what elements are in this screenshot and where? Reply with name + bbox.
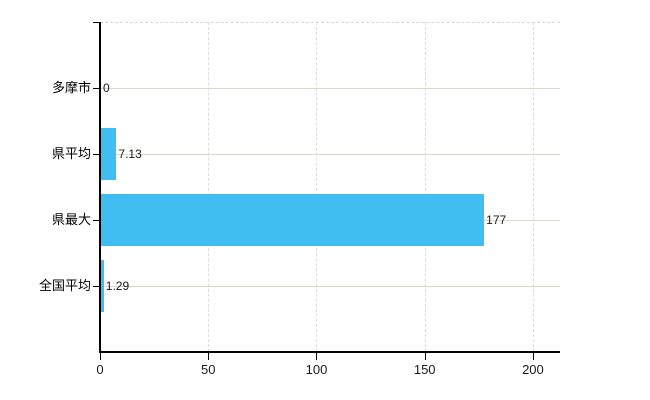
x-axis-tick xyxy=(532,353,534,360)
bar-value-label: 0 xyxy=(103,81,110,95)
y-axis-line xyxy=(99,22,101,353)
bar-value-label: 7.13 xyxy=(118,147,142,161)
category-label: 県最大 xyxy=(51,212,91,227)
vertical-gridline xyxy=(208,22,210,352)
bar xyxy=(101,260,104,312)
y-axis-tick xyxy=(93,286,100,287)
y-axis-tick xyxy=(93,154,100,155)
x-tick-label: 200 xyxy=(522,362,544,377)
category-label: 多摩市 xyxy=(51,80,91,95)
x-tick-label: 50 xyxy=(201,362,216,377)
category-label: 県平均 xyxy=(51,146,91,161)
plot-top-border xyxy=(100,22,560,23)
x-axis-tick xyxy=(100,353,101,360)
bar xyxy=(101,128,116,180)
x-tick-label: 100 xyxy=(305,362,328,377)
x-axis-tick xyxy=(208,353,210,360)
x-axis-tick xyxy=(424,353,426,360)
horizontal-gridline xyxy=(100,88,560,89)
x-tick-label: 150 xyxy=(413,362,436,377)
x-axis-line xyxy=(99,351,560,353)
x-tick-label: 0 xyxy=(96,362,104,377)
vertical-gridline xyxy=(532,22,534,352)
vertical-gridline xyxy=(424,22,426,352)
horizontal-gridline xyxy=(100,286,560,287)
category-label: 全国平均 xyxy=(38,278,91,293)
y-axis-tick xyxy=(93,88,100,89)
bar-value-label: 177 xyxy=(486,213,507,227)
horizontal-gridline xyxy=(100,154,560,155)
y-axis-top-tick xyxy=(93,22,100,23)
bar-value-label: 1.29 xyxy=(105,279,130,293)
bar xyxy=(101,194,484,246)
x-axis-tick xyxy=(316,353,318,360)
y-axis-tick xyxy=(93,220,100,221)
vertical-gridline xyxy=(316,22,318,352)
